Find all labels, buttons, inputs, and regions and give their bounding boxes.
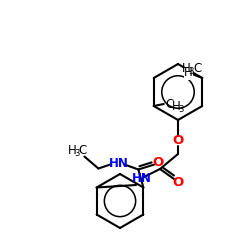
Text: O: O bbox=[172, 134, 184, 147]
Text: HN: HN bbox=[108, 157, 128, 170]
Text: O: O bbox=[172, 176, 184, 188]
Text: H: H bbox=[184, 66, 192, 80]
Text: H: H bbox=[68, 144, 77, 157]
Text: O: O bbox=[153, 156, 164, 169]
Text: H: H bbox=[172, 100, 181, 114]
Text: 3: 3 bbox=[188, 68, 194, 76]
Text: C: C bbox=[78, 144, 86, 157]
Text: H: H bbox=[182, 62, 190, 76]
Text: 3: 3 bbox=[75, 149, 80, 158]
Text: 3: 3 bbox=[178, 106, 184, 114]
Text: C: C bbox=[193, 62, 201, 76]
Text: HN: HN bbox=[132, 172, 152, 186]
Text: C: C bbox=[166, 98, 174, 110]
